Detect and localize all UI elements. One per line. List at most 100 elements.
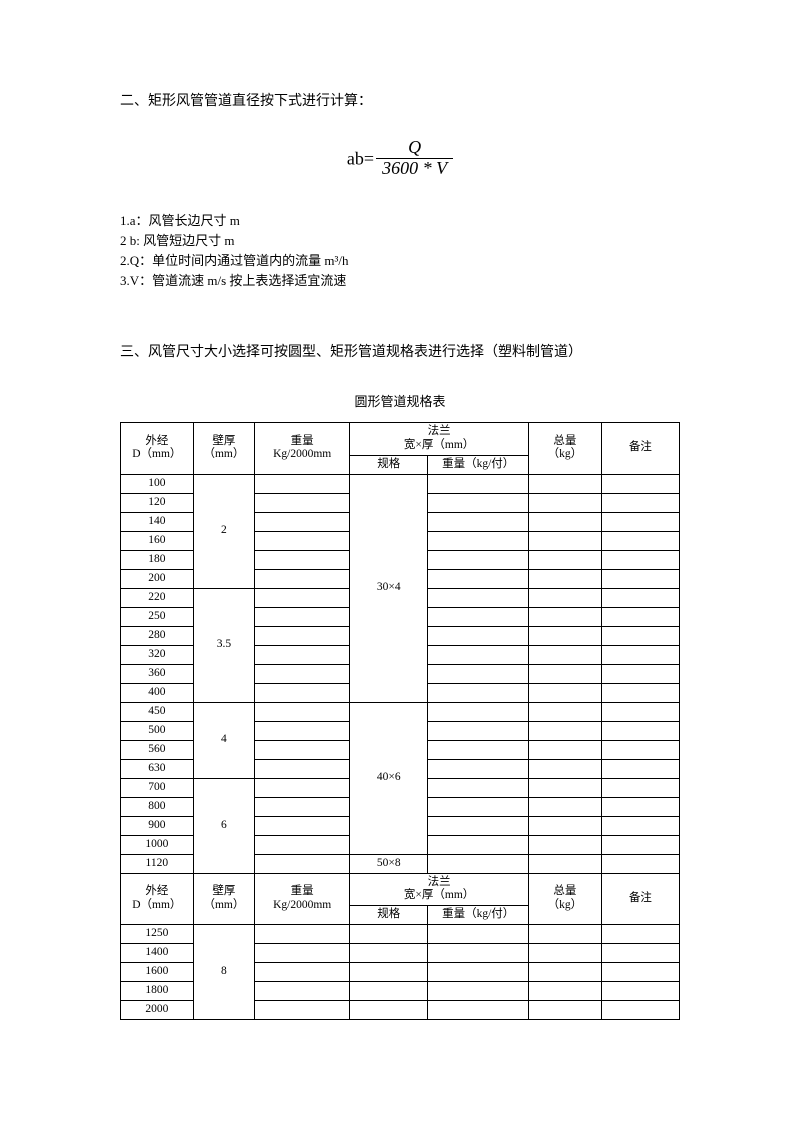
- cell-note: [601, 512, 679, 531]
- hdr-thickness: 壁厚（mm）: [193, 423, 254, 474]
- cell-flange-weight: [428, 550, 529, 569]
- formula: ab=Q3600 * V: [120, 140, 680, 181]
- cell-spec: [350, 1000, 428, 1019]
- formula-fraction: Q3600 * V: [376, 138, 453, 179]
- cell-diameter: 450: [121, 702, 194, 721]
- cell-diameter: 2000: [121, 1000, 194, 1019]
- cell-flange-weight: [428, 664, 529, 683]
- cell-flange-weight: [428, 531, 529, 550]
- cell-flange-weight: [428, 981, 529, 1000]
- cell-diameter: 200: [121, 569, 194, 588]
- definitions-block: 1.a：风管长边尺寸 m 2 b: 风管短边尺寸 m 2.Q：单位时间内通过管道…: [120, 211, 680, 292]
- cell-total: [529, 854, 602, 873]
- cell-total: [529, 962, 602, 981]
- hdr-spec: 规格: [350, 455, 428, 474]
- cell-weight: [255, 981, 350, 1000]
- cell-diameter: 100: [121, 474, 194, 493]
- cell-weight: [255, 588, 350, 607]
- cell-weight: [255, 835, 350, 854]
- cell-flange-weight: [428, 683, 529, 702]
- cell-diameter: 120: [121, 493, 194, 512]
- cell-spec: 40×6: [350, 702, 428, 854]
- cell-diameter: 500: [121, 721, 194, 740]
- cell-note: [601, 531, 679, 550]
- cell-flange-weight: [428, 493, 529, 512]
- cell-note: [601, 645, 679, 664]
- cell-flange-weight: [428, 854, 529, 873]
- cell-weight: [255, 740, 350, 759]
- hdr-thickness: 壁厚（mm）: [193, 873, 254, 924]
- cell-diameter: 560: [121, 740, 194, 759]
- cell-weight: [255, 493, 350, 512]
- cell-note: [601, 702, 679, 721]
- cell-weight: [255, 664, 350, 683]
- cell-total: [529, 683, 602, 702]
- cell-total: [529, 569, 602, 588]
- cell-note: [601, 569, 679, 588]
- cell-flange-weight: [428, 512, 529, 531]
- def-line: 2 b: 风管短边尺寸 m: [120, 231, 680, 251]
- cell-note: [601, 664, 679, 683]
- cell-weight: [255, 569, 350, 588]
- cell-total: [529, 721, 602, 740]
- cell-total: [529, 981, 602, 1000]
- cell-note: [601, 778, 679, 797]
- cell-weight: [255, 474, 350, 493]
- hdr-diameter: 外经D（mm）: [121, 873, 194, 924]
- cell-note: [601, 797, 679, 816]
- table-row: 12508: [121, 924, 680, 943]
- section2-title: 二、矩形风管管道直径按下式进行计算：: [120, 90, 680, 110]
- cell-total: [529, 664, 602, 683]
- cell-diameter: 1120: [121, 854, 194, 873]
- hdr-flange: 法兰宽×厚（mm）: [350, 423, 529, 456]
- cell-total: [529, 759, 602, 778]
- cell-diameter: 160: [121, 531, 194, 550]
- cell-total: [529, 645, 602, 664]
- table-row: 450440×6: [121, 702, 680, 721]
- cell-total: [529, 797, 602, 816]
- cell-note: [601, 474, 679, 493]
- formula-denominator: 3600 * V: [376, 159, 453, 179]
- cell-diameter: 1000: [121, 835, 194, 854]
- cell-diameter: 700: [121, 778, 194, 797]
- cell-note: [601, 1000, 679, 1019]
- cell-note: [601, 943, 679, 962]
- cell-flange-weight: [428, 962, 529, 981]
- cell-thickness: 2: [193, 474, 254, 588]
- cell-note: [601, 924, 679, 943]
- cell-diameter: 400: [121, 683, 194, 702]
- cell-total: [529, 626, 602, 645]
- def-line: 3.V：管道流速 m/s 按上表选择适宜流速: [120, 271, 680, 291]
- cell-diameter: 1800: [121, 981, 194, 1000]
- table-row: 100230×4: [121, 474, 680, 493]
- cell-total: [529, 550, 602, 569]
- cell-spec: [350, 924, 428, 943]
- cell-note: [601, 740, 679, 759]
- def-line: 1.a：风管长边尺寸 m: [120, 211, 680, 231]
- cell-total: [529, 531, 602, 550]
- cell-weight: [255, 924, 350, 943]
- cell-flange-weight: [428, 626, 529, 645]
- hdr-unitweight: 重量（kg/付）: [428, 906, 529, 925]
- cell-flange-weight: [428, 797, 529, 816]
- cell-total: [529, 512, 602, 531]
- cell-thickness: 3.5: [193, 588, 254, 702]
- cell-flange-weight: [428, 569, 529, 588]
- hdr-unitweight: 重量（kg/付）: [428, 455, 529, 474]
- cell-diameter: 140: [121, 512, 194, 531]
- cell-note: [601, 626, 679, 645]
- cell-total: [529, 493, 602, 512]
- cell-flange-weight: [428, 835, 529, 854]
- cell-thickness: 8: [193, 924, 254, 1019]
- cell-note: [601, 816, 679, 835]
- cell-total: [529, 816, 602, 835]
- spec-table: 外经D（mm）壁厚（mm）重量Kg/2000mm法兰宽×厚（mm）总量（kg）备…: [120, 422, 680, 1020]
- hdr-weight: 重量Kg/2000mm: [255, 423, 350, 474]
- hdr-flange: 法兰宽×厚（mm）: [350, 873, 529, 906]
- cell-note: [601, 607, 679, 626]
- cell-total: [529, 835, 602, 854]
- cell-note: [601, 550, 679, 569]
- cell-flange-weight: [428, 778, 529, 797]
- hdr-total: 总量（kg）: [529, 423, 602, 474]
- cell-weight: [255, 1000, 350, 1019]
